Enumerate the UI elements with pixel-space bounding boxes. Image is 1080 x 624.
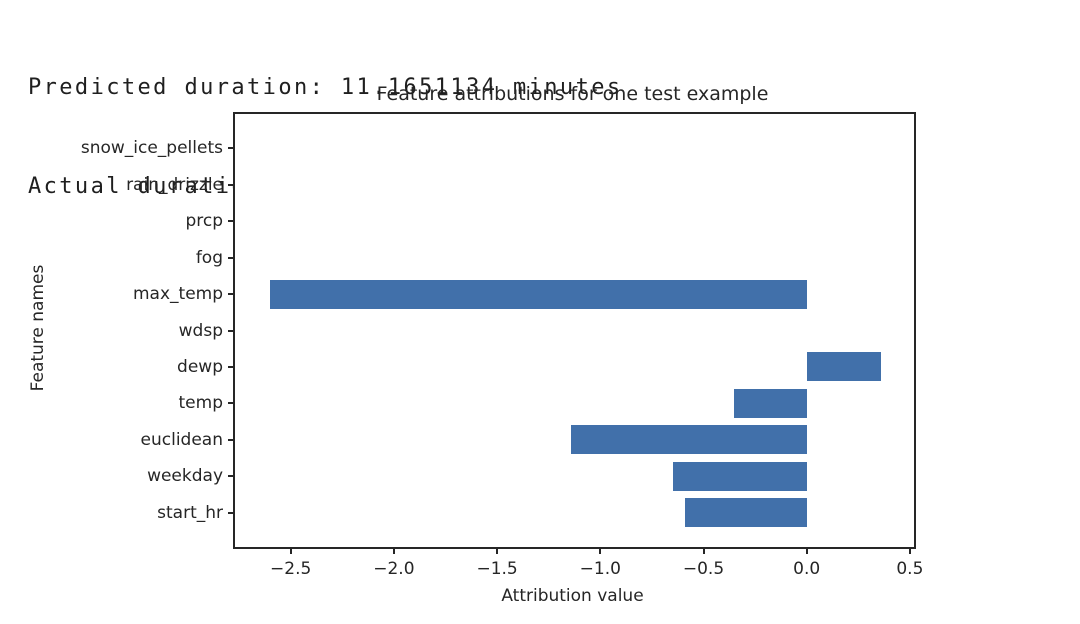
x-axis-label: Attribution value (501, 586, 644, 606)
chart-title: Feature attributions for one test exampl… (376, 83, 769, 105)
y-tick-mark (228, 438, 235, 441)
bar-weekday (672, 461, 807, 491)
x-tick-label: −1.5 (476, 559, 518, 579)
x-tick-label: −2.5 (270, 559, 312, 579)
y-tick-label-rain_drizzle: rain_drizzle (126, 174, 223, 195)
y-tick-label-prcp: prcp (185, 211, 223, 232)
y-tick-mark (228, 511, 235, 514)
y-tick-mark (228, 365, 235, 368)
bar-start_hr (684, 498, 807, 528)
y-tick-mark (228, 183, 235, 186)
y-tick-mark (228, 256, 235, 259)
x-tick-label: −1.0 (579, 559, 621, 579)
y-tick-label-start_hr: start_hr (157, 502, 223, 523)
bar-dewp (806, 352, 881, 382)
y-tick-mark (228, 293, 235, 296)
y-tick-mark (228, 475, 235, 478)
x-tick-mark (392, 547, 395, 554)
bar-euclidean (571, 425, 807, 455)
bar-temp (734, 388, 807, 418)
x-tick-mark (702, 547, 705, 554)
y-tick-mark (228, 402, 235, 405)
x-tick-label: −0.5 (682, 559, 725, 579)
y-tick-label-snow_ice_pellets: snow_ice_pellets (80, 138, 223, 159)
x-tick-mark (496, 547, 499, 554)
y-tick-label-euclidean: euclidean (140, 429, 223, 450)
y-tick-label-max_temp: max_temp (132, 284, 223, 305)
x-tick-label: 0.5 (896, 559, 924, 579)
bar-max_temp (270, 279, 807, 309)
predicted-duration-line: Predicted duration: 11.1651134 minutes (28, 75, 623, 100)
y-tick-label-dewp: dewp (177, 356, 223, 377)
y-tick-label-fog: fog (195, 247, 223, 268)
y-tick-mark (228, 329, 235, 332)
x-tick-mark (908, 547, 911, 554)
x-tick-label: 0.0 (793, 559, 821, 579)
y-tick-label-wdsp: wdsp (178, 320, 223, 341)
y-tick-mark (228, 147, 235, 150)
x-tick-label: −2.0 (373, 559, 415, 579)
y-tick-label-weekday: weekday (147, 466, 223, 487)
y-tick-mark (228, 220, 235, 223)
x-tick-mark (289, 547, 292, 554)
x-tick-mark (599, 547, 602, 554)
x-tick-mark (805, 547, 808, 554)
y-tick-label-temp: temp (178, 393, 223, 414)
